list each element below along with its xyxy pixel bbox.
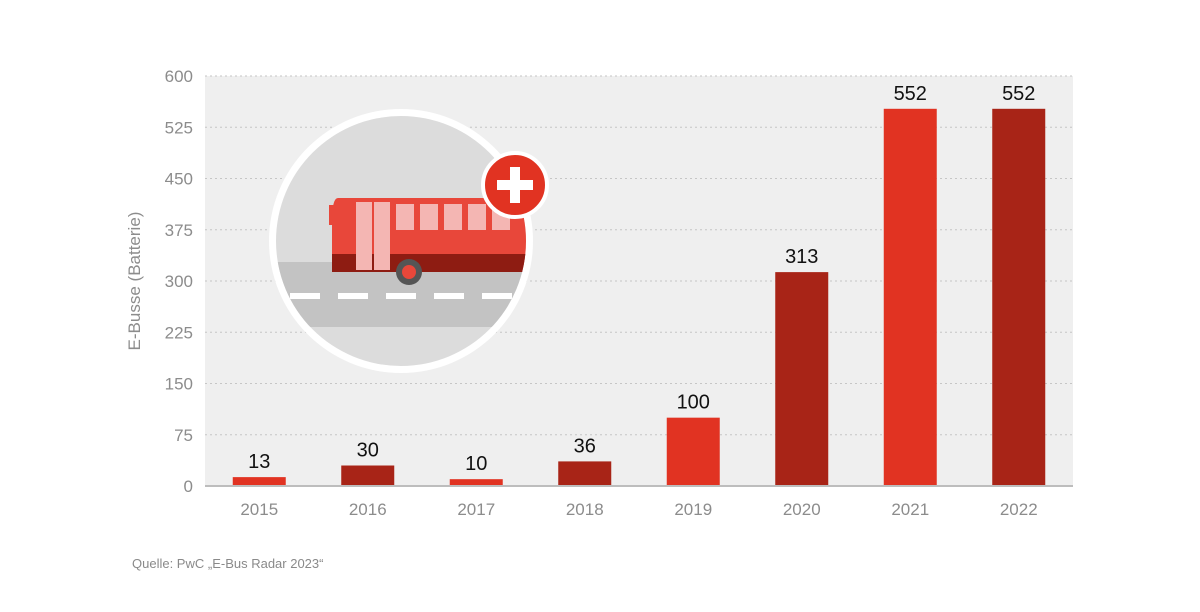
electric-bus-plus-icon xyxy=(269,109,549,373)
y-tick-label: 450 xyxy=(165,170,193,189)
y-axis-label: E-Busse (Batterie) xyxy=(125,212,144,351)
data-label-2020: 313 xyxy=(785,246,818,268)
y-tick-label: 375 xyxy=(165,221,193,240)
x-tick-label-2017: 2017 xyxy=(457,500,495,519)
x-tick-label-2018: 2018 xyxy=(566,500,604,519)
bar-2015 xyxy=(232,477,286,486)
x-tick-label-2019: 2019 xyxy=(674,500,712,519)
data-label-2015: 13 xyxy=(248,451,270,473)
x-tick-label-2016: 2016 xyxy=(349,500,387,519)
bar-2022 xyxy=(992,108,1046,487)
x-axis-ticks: 2015 2016 2017 2018 2019 2020 2021 2022 xyxy=(240,500,1037,519)
bars xyxy=(232,108,1046,487)
data-label-2018: 36 xyxy=(574,435,596,457)
bar-2019 xyxy=(666,417,720,486)
bar-2017 xyxy=(449,479,503,486)
data-label-2017: 10 xyxy=(465,453,487,475)
x-tick-label-2022: 2022 xyxy=(1000,500,1038,519)
bar-2018 xyxy=(558,461,612,486)
y-tick-label: 300 xyxy=(165,272,193,291)
source-note: Quelle: PwC „E-Bus Radar 2023“ xyxy=(132,556,324,571)
y-tick-label: 225 xyxy=(165,323,193,342)
data-label-2022: 552 xyxy=(1002,83,1035,105)
y-axis-ticks: 0 75 150 225 300 375 450 525 600 xyxy=(165,67,193,496)
data-labels: 13 30 10 36 100 313 552 552 xyxy=(248,83,1035,475)
y-tick-label: 150 xyxy=(165,375,193,394)
x-tick-label-2021: 2021 xyxy=(891,500,929,519)
bar-2020 xyxy=(775,272,829,486)
y-tick-label: 0 xyxy=(184,477,193,496)
x-tick-label-2015: 2015 xyxy=(240,500,278,519)
y-tick-label: 75 xyxy=(174,426,193,445)
y-tick-label: 600 xyxy=(165,67,193,86)
bar-2021 xyxy=(883,108,937,487)
bar-2016 xyxy=(341,465,395,486)
data-label-2021: 552 xyxy=(894,83,927,105)
y-tick-label: 525 xyxy=(165,118,193,137)
x-tick-label-2020: 2020 xyxy=(783,500,821,519)
data-label-2019: 100 xyxy=(677,392,710,414)
data-label-2016: 30 xyxy=(357,440,379,462)
